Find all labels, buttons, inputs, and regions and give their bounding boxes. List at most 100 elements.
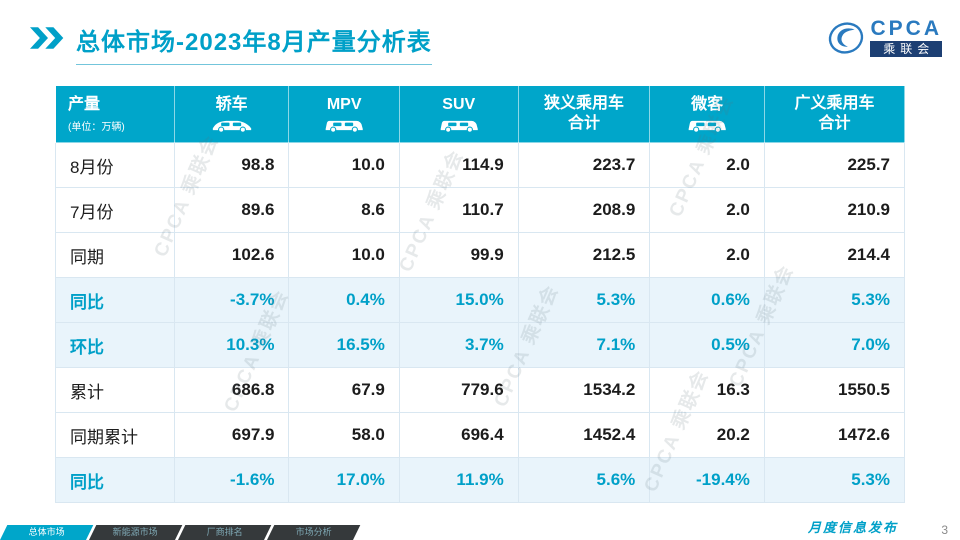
row-label: 8月份 [55, 142, 175, 188]
cell-value: 7.0% [763, 322, 906, 368]
row-label: 环比 [55, 322, 175, 368]
production-table: 产量 (单位：万辆) 轿车 MPV SUV 狭义乘用车合计 微客 广义乘用车合计 8月份 98.8… [55, 85, 906, 503]
minibus-icon [688, 120, 726, 133]
header-cell-minibus: 微客 [649, 85, 765, 143]
mpv-icon [325, 120, 363, 133]
header-cell-metric: 产量 (单位：万辆) [55, 85, 175, 143]
footer-tab-market-analysis[interactable]: 市场分析 [267, 525, 361, 540]
cell-value: 0.4% [288, 277, 400, 323]
row-label: 同比 [55, 277, 175, 323]
cell-value: 5.6% [517, 457, 651, 503]
header-label-line2: 合计 [818, 114, 851, 132]
cell-value: 1550.5 [763, 367, 906, 413]
page-title: 总体市场-2023年8月产量分析表 [76, 22, 432, 65]
cell-value: 10.3% [173, 322, 290, 368]
cell-value: 16.3 [649, 367, 765, 413]
table-row: 同期累计 697.9 58.0 696.4 1452.4 20.2 1472.6 [55, 412, 906, 458]
cell-value: 20.2 [649, 412, 765, 458]
table-row: 环比 10.3% 16.5% 3.7% 7.1% 0.5% 7.0% [55, 322, 906, 368]
cell-value: -19.4% [649, 457, 765, 503]
header-metric-unit: (单位：万辆) [68, 121, 125, 133]
header-metric-title: 产量 [68, 95, 101, 113]
row-label: 累计 [55, 367, 175, 413]
cell-value: 223.7 [517, 142, 651, 188]
row-label: 同期累计 [55, 412, 175, 458]
header-cell-narrow-pv-total: 狭义乘用车 合计 [517, 85, 651, 143]
cell-value: 0.5% [649, 322, 765, 368]
cell-value: 0.6% [649, 277, 765, 323]
table-row: 同比 -3.7% 0.4% 15.0% 5.3% 0.6% 5.3% [55, 277, 906, 323]
footer-tab-label: 市场分析 [295, 527, 332, 537]
cell-value: 15.0% [398, 277, 519, 323]
cell-value: 3.7% [398, 322, 519, 368]
footer-tab-manufacturer-ranking[interactable]: 厂商排名 [178, 525, 272, 540]
suv-icon [440, 120, 478, 133]
production-table-area: 产量 (单位：万辆) 轿车 MPV SUV 狭义乘用车合计 微客 广义乘用车合计 8月份 98.8… [55, 85, 906, 503]
cell-value: 210.9 [763, 187, 906, 233]
cell-value: 89.6 [173, 187, 290, 233]
cell-value: -3.7% [173, 277, 290, 323]
header-label-line2: 合计 [567, 114, 600, 132]
title-chevrons-icon [30, 27, 64, 49]
cell-value: 114.9 [398, 142, 519, 188]
cell-value: 1534.2 [517, 367, 651, 413]
table-row: 同比 -1.6% 17.0% 11.9% 5.6% -19.4% 5.3% [55, 457, 906, 503]
cell-value: 17.0% [288, 457, 400, 503]
cell-value: 696.4 [398, 412, 519, 458]
cell-value: 779.6 [398, 367, 519, 413]
cell-value: 8.6 [288, 187, 400, 233]
cell-value: 16.5% [288, 322, 400, 368]
header-label: 狭义乘用车 [543, 94, 624, 112]
cell-value: 10.0 [288, 142, 400, 188]
cpca-logo-text-block: CPCA 乘联会 [870, 18, 942, 57]
title-prefix: 总体市场 [76, 29, 176, 56]
cell-value: 5.3% [763, 277, 906, 323]
cell-value: 58.0 [288, 412, 400, 458]
header-cell-sedan: 轿车 [173, 85, 290, 143]
cell-value: 110.7 [398, 187, 519, 233]
cell-value: 10.0 [288, 232, 400, 278]
footer-tab-label: 总体市场 [28, 527, 65, 537]
cell-value: 697.9 [173, 412, 290, 458]
footer-tab-label: 新能源市场 [113, 527, 159, 537]
cell-value: 67.9 [288, 367, 400, 413]
cell-value: 686.8 [173, 367, 290, 413]
cell-value: 2.0 [649, 187, 765, 233]
header-cell-mpv: MPV [288, 85, 400, 143]
footer-tab-overall-market[interactable]: 总体市场 [0, 525, 94, 540]
cell-value: 225.7 [763, 142, 906, 188]
cpca-logo-acronym: CPCA [870, 17, 942, 40]
cell-value: 212.5 [517, 232, 651, 278]
cpca-logo-subtitle: 乘联会 [870, 41, 942, 57]
footer-nav-tabs: 总体市场 新能源市场 厂商排名 市场分析 [0, 525, 361, 540]
header-cell-broad-pv-total: 广义乘用车 合计 [763, 85, 906, 143]
header-label: 轿车 [215, 95, 248, 113]
table-row: 7月份 89.6 8.6 110.7 208.9 2.0 210.9 [55, 187, 906, 233]
header-label: SUV [442, 95, 476, 113]
header-cell-suv: SUV [398, 85, 519, 143]
sedan-icon [212, 120, 251, 133]
title-rest: -2023年8月产量分析表 [176, 29, 432, 56]
publish-label: 月度信息发布 [807, 520, 898, 535]
cell-value: 2.0 [649, 142, 765, 188]
footer-tab-label: 厂商排名 [206, 527, 243, 537]
table-row: 累计 686.8 67.9 779.6 1534.2 16.3 1550.5 [55, 367, 906, 413]
cell-value: 7.1% [517, 322, 651, 368]
cell-value: 102.6 [173, 232, 290, 278]
cell-value: 11.9% [398, 457, 519, 503]
cell-value: 208.9 [517, 187, 651, 233]
header-label: 微客 [691, 95, 724, 113]
cell-value: -1.6% [173, 457, 290, 503]
cell-value: 98.8 [173, 142, 290, 188]
cell-value: 5.3% [763, 457, 906, 503]
row-label: 7月份 [55, 187, 175, 233]
footer-tab-nev-market[interactable]: 新能源市场 [89, 525, 183, 540]
cell-value: 2.0 [649, 232, 765, 278]
table-header-row: 产量 (单位：万辆) 轿车 MPV SUV 狭义乘用车合计 微客 广义乘用车合计 [55, 85, 906, 143]
header-label: 广义乘用车 [794, 94, 875, 112]
cell-value: 5.3% [517, 277, 651, 323]
cpca-swirl-icon [829, 21, 864, 54]
cell-value: 99.9 [398, 232, 519, 278]
cell-value: 214.4 [763, 232, 906, 278]
